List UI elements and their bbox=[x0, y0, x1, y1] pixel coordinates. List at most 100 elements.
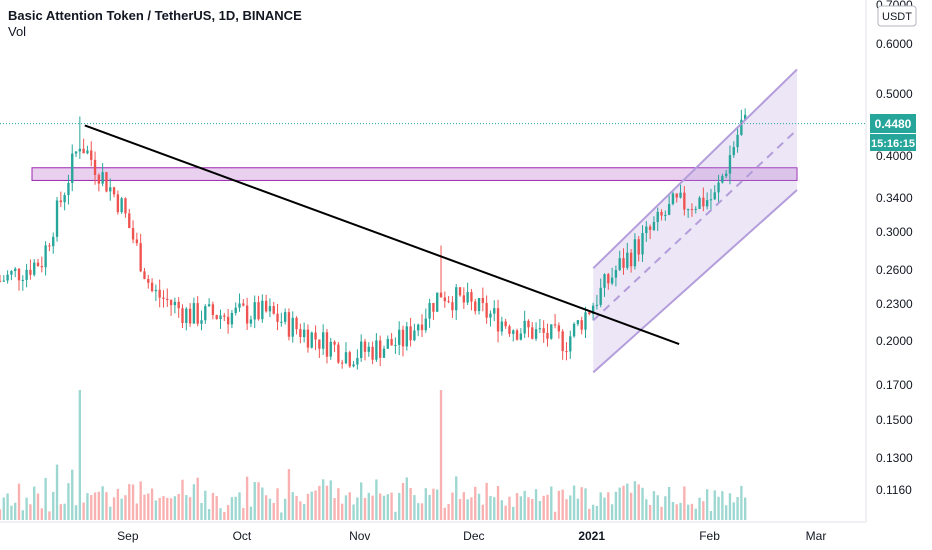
volume-bar bbox=[333, 498, 336, 520]
volume-bar bbox=[523, 490, 526, 520]
candle-body bbox=[398, 329, 401, 345]
candle-body bbox=[188, 308, 192, 324]
volume-bar bbox=[143, 494, 146, 520]
volume-bar bbox=[234, 496, 237, 520]
volume-bar bbox=[131, 484, 135, 520]
candle-body bbox=[230, 312, 234, 325]
candle-body bbox=[436, 292, 439, 312]
candle-body bbox=[694, 208, 697, 210]
volume-bar bbox=[736, 497, 739, 520]
volume-bar bbox=[280, 512, 283, 520]
volume-bar bbox=[428, 494, 431, 520]
candle-body bbox=[732, 147, 735, 156]
volume-bar bbox=[29, 504, 32, 520]
candle-body bbox=[595, 304, 599, 306]
volume-bar bbox=[375, 479, 378, 520]
candle-body bbox=[21, 279, 24, 281]
candle-body bbox=[128, 213, 131, 229]
candle-body bbox=[249, 319, 253, 324]
candle-body bbox=[576, 320, 580, 324]
volume-bar bbox=[10, 505, 13, 520]
volume-bar bbox=[409, 487, 412, 520]
volume-bar bbox=[211, 492, 215, 520]
volume-bar bbox=[531, 499, 534, 520]
volume-bar bbox=[675, 504, 678, 520]
volume-bar bbox=[291, 492, 294, 520]
volume-bar bbox=[147, 493, 150, 520]
bar-countdown: 15:16:15 bbox=[871, 138, 915, 150]
volume-bar bbox=[698, 497, 701, 520]
volume-bar bbox=[519, 496, 523, 520]
price-tick-label: 0.2300 bbox=[876, 297, 913, 311]
candle-body bbox=[181, 308, 184, 323]
candle-body bbox=[417, 324, 420, 331]
channel-lower-line[interactable] bbox=[592, 189, 798, 374]
horizontal-zone[interactable] bbox=[31, 167, 798, 181]
candle-body bbox=[340, 362, 344, 364]
volume-bar bbox=[325, 485, 329, 520]
candle-body bbox=[740, 119, 743, 135]
candle-body bbox=[36, 262, 40, 267]
candle-body bbox=[519, 333, 523, 340]
candle-body bbox=[120, 198, 123, 213]
volume-bar bbox=[162, 496, 165, 520]
currency-badge[interactable]: USDT bbox=[877, 5, 917, 27]
volume-bar bbox=[40, 508, 43, 520]
volume-bar bbox=[629, 492, 633, 520]
candle-body bbox=[641, 233, 644, 255]
volume-bar bbox=[249, 506, 253, 520]
candle-body bbox=[124, 198, 127, 214]
volume-bar bbox=[595, 505, 599, 520]
candle-body bbox=[291, 317, 294, 337]
volume-bar bbox=[173, 496, 177, 520]
candle-body bbox=[679, 192, 682, 198]
channel-mid-line[interactable] bbox=[592, 128, 798, 322]
price-axis[interactable]: 0.70000.60000.50000.40000.34000.30000.26… bbox=[876, 0, 913, 497]
volume-bar bbox=[721, 491, 724, 520]
descending-trendline[interactable] bbox=[84, 124, 680, 345]
candle-body bbox=[215, 314, 218, 320]
candle-body bbox=[105, 172, 108, 192]
candle-body bbox=[390, 338, 393, 346]
candle-body bbox=[462, 295, 466, 303]
candle-body bbox=[352, 364, 355, 367]
candle-body bbox=[314, 332, 317, 340]
volume-bar bbox=[652, 491, 656, 520]
volume-bar bbox=[226, 505, 230, 520]
candle-body bbox=[59, 200, 63, 203]
volume-bar bbox=[648, 504, 652, 520]
volume-bar bbox=[348, 492, 351, 520]
volume-bar bbox=[272, 502, 275, 520]
volume-bar bbox=[626, 483, 629, 520]
volume-bar bbox=[112, 497, 116, 520]
candle-body bbox=[743, 114, 747, 120]
symbol-title[interactable]: Basic Attention Token / TetherUS, 1D, BI… bbox=[8, 8, 302, 23]
price-tick-label: 0.5000 bbox=[876, 87, 913, 101]
volume-bar bbox=[363, 497, 367, 520]
candle-body bbox=[348, 352, 351, 367]
channel-upper-line[interactable] bbox=[592, 68, 798, 269]
candle-body bbox=[261, 300, 264, 320]
volume-bar bbox=[367, 492, 370, 520]
volume-label[interactable]: Vol bbox=[8, 24, 27, 39]
candle-body bbox=[329, 341, 332, 357]
volume-bar bbox=[641, 487, 644, 520]
candle-body bbox=[131, 228, 135, 240]
candle-body bbox=[154, 289, 158, 292]
time-axis[interactable]: Sep Oct Nov Dec 2021 Feb Mar bbox=[117, 529, 826, 543]
candle-body bbox=[200, 320, 203, 324]
volume-bar bbox=[295, 495, 298, 520]
volume-bar bbox=[59, 504, 63, 520]
volume-bar bbox=[67, 483, 70, 520]
candle-body bbox=[371, 346, 374, 360]
volume-bar bbox=[470, 497, 473, 520]
volume-bar bbox=[74, 505, 78, 520]
volume-bar bbox=[637, 484, 640, 520]
candle-body bbox=[584, 312, 587, 330]
candle-body bbox=[302, 329, 306, 338]
volume-bars bbox=[0, 390, 747, 520]
volume-bar bbox=[398, 492, 401, 520]
last-price-label: 0.4480 15:16:15 bbox=[870, 114, 916, 151]
candle-body bbox=[481, 297, 485, 303]
last-price-value: 0.4480 bbox=[875, 117, 912, 131]
